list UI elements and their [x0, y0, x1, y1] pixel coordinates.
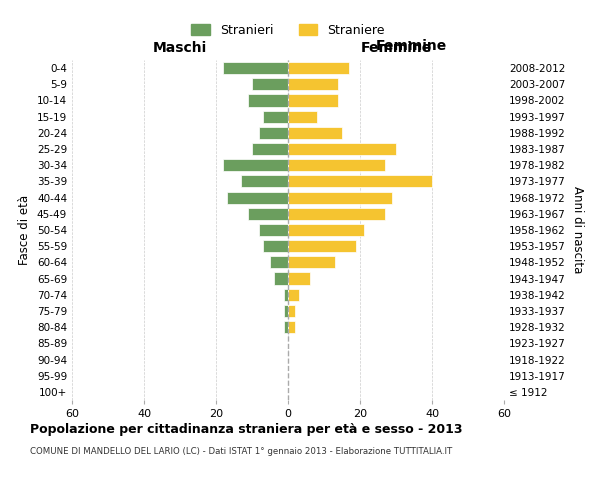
Bar [288, 143, 396, 155]
Bar [288, 110, 317, 122]
Bar [284, 321, 288, 333]
Bar [288, 192, 392, 203]
Bar [248, 208, 288, 220]
Y-axis label: Fasce di età: Fasce di età [19, 195, 31, 265]
Bar [284, 288, 288, 301]
Bar [223, 62, 288, 74]
Bar [252, 143, 288, 155]
Bar [288, 127, 342, 139]
Bar [274, 272, 288, 284]
Bar [284, 305, 288, 317]
Bar [288, 321, 295, 333]
Text: Popolazione per cittadinanza straniera per età e sesso - 2013: Popolazione per cittadinanza straniera p… [30, 422, 463, 436]
Text: Femmine: Femmine [361, 41, 431, 55]
Bar [252, 78, 288, 90]
Bar [259, 224, 288, 236]
Text: Femmine: Femmine [376, 39, 447, 53]
Bar [270, 256, 288, 268]
Bar [263, 240, 288, 252]
Bar [227, 192, 288, 203]
Bar [241, 176, 288, 188]
Bar [288, 208, 385, 220]
Bar [223, 159, 288, 172]
Bar [259, 127, 288, 139]
Text: Maschi: Maschi [153, 41, 207, 55]
Bar [288, 256, 335, 268]
Bar [248, 94, 288, 106]
Bar [288, 176, 432, 188]
Bar [288, 224, 364, 236]
Bar [288, 78, 338, 90]
Text: COMUNE DI MANDELLO DEL LARIO (LC) - Dati ISTAT 1° gennaio 2013 - Elaborazione TU: COMUNE DI MANDELLO DEL LARIO (LC) - Dati… [30, 448, 452, 456]
Bar [288, 288, 299, 301]
Bar [288, 94, 338, 106]
Bar [288, 159, 385, 172]
Bar [288, 62, 349, 74]
Y-axis label: Anni di nascita: Anni di nascita [571, 186, 584, 274]
Bar [288, 272, 310, 284]
Bar [288, 305, 295, 317]
Bar [263, 110, 288, 122]
Legend: Stranieri, Straniere: Stranieri, Straniere [186, 18, 390, 42]
Bar [288, 240, 356, 252]
